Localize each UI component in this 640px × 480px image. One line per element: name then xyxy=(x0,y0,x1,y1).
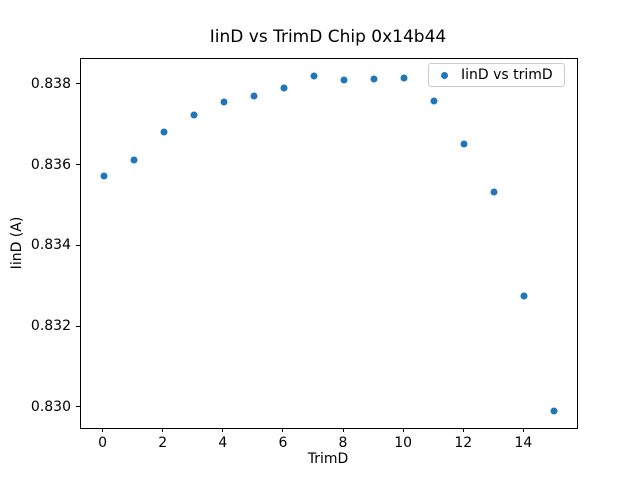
x-tick xyxy=(342,428,344,432)
x-tick-label: 4 xyxy=(218,435,228,451)
x-axis-label: TrimD xyxy=(307,451,349,467)
data-point xyxy=(310,72,318,80)
data-point xyxy=(340,76,348,84)
y-tick-label: 0.830 xyxy=(30,398,71,415)
legend-label: IinD vs trimD xyxy=(461,67,553,83)
x-tick-label: 6 xyxy=(278,435,288,451)
y-tick xyxy=(76,83,80,85)
data-point xyxy=(370,75,378,83)
x-tick-label: 2 xyxy=(158,435,168,451)
x-tick xyxy=(282,428,284,432)
data-point xyxy=(190,111,198,119)
plot-area: IinD vs trimD xyxy=(80,58,578,429)
data-point xyxy=(130,156,138,164)
y-axis-label: IinD (A) xyxy=(9,216,25,270)
data-point xyxy=(220,98,228,106)
x-tick xyxy=(222,428,224,432)
chart-title: IinD vs TrimD Chip 0x14b44 xyxy=(209,27,447,47)
y-tick xyxy=(76,244,80,246)
y-tick-label: 0.832 xyxy=(30,318,71,335)
x-tick xyxy=(462,428,464,432)
x-tick xyxy=(402,428,404,432)
data-point xyxy=(280,84,288,92)
x-tick-label: 14 xyxy=(514,435,533,451)
data-point xyxy=(400,74,408,82)
x-tick-label: 10 xyxy=(394,435,413,451)
y-tick xyxy=(76,406,80,408)
y-tick xyxy=(76,325,80,327)
legend-marker-icon xyxy=(441,71,448,79)
y-tick-label: 0.836 xyxy=(30,156,71,173)
data-point xyxy=(100,172,108,180)
y-tick xyxy=(76,164,80,166)
data-point xyxy=(160,128,168,136)
data-point xyxy=(490,188,498,196)
legend: IinD vs trimD xyxy=(428,63,565,87)
data-point xyxy=(250,92,258,100)
data-point xyxy=(520,292,528,300)
x-tick-label: 8 xyxy=(338,435,348,451)
x-tick-label: 0 xyxy=(98,435,107,451)
data-point xyxy=(460,140,468,148)
data-point xyxy=(550,407,558,415)
y-tick-label: 0.838 xyxy=(30,75,71,92)
x-tick xyxy=(102,428,104,432)
x-tick xyxy=(162,428,164,432)
x-tick-label: 12 xyxy=(454,435,473,451)
x-tick xyxy=(522,428,524,432)
data-point xyxy=(430,97,438,105)
y-tick-label: 0.834 xyxy=(30,237,71,254)
